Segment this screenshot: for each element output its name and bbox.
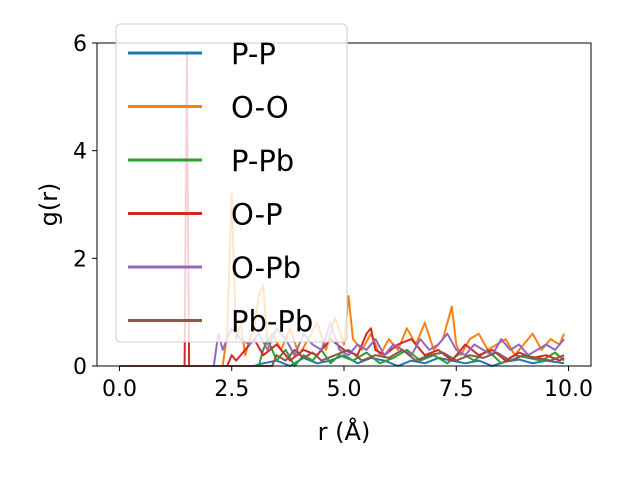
legend-label-o-o: O-O [231, 91, 289, 125]
y-tick-label: 4 [73, 140, 87, 165]
legend-label-p-p: P-P [231, 37, 276, 71]
x-tick-label: 5.0 [327, 377, 362, 402]
series-line-pb-pb [119, 348, 565, 367]
y-tick-label: 2 [73, 247, 87, 272]
x-tick-label: 2.5 [214, 377, 249, 402]
legend-label-p-pb: P-Pb [231, 144, 294, 178]
x-tick-label: 0.0 [102, 377, 137, 402]
legend-label-o-p: O-P [231, 198, 283, 232]
y-tick-label: 0 [73, 355, 87, 380]
x-axis-label: r (Å) [318, 417, 371, 446]
x-tick-label: 10.0 [544, 377, 593, 402]
legend-box [115, 23, 348, 343]
y-axis-label: g(r) [35, 183, 63, 227]
legend: P-P O-O P-Pb O-P O-Pb Pb-Pb [115, 23, 348, 343]
legend-label-o-pb: O-Pb [231, 251, 301, 285]
ticks: 0.0 2.5 5.0 7.5 10.0 0 2 4 6 [73, 32, 593, 402]
legend-label-pb-pb: Pb-Pb [231, 305, 313, 339]
x-tick-label: 7.5 [439, 377, 474, 402]
y-tick-label: 6 [73, 32, 87, 57]
